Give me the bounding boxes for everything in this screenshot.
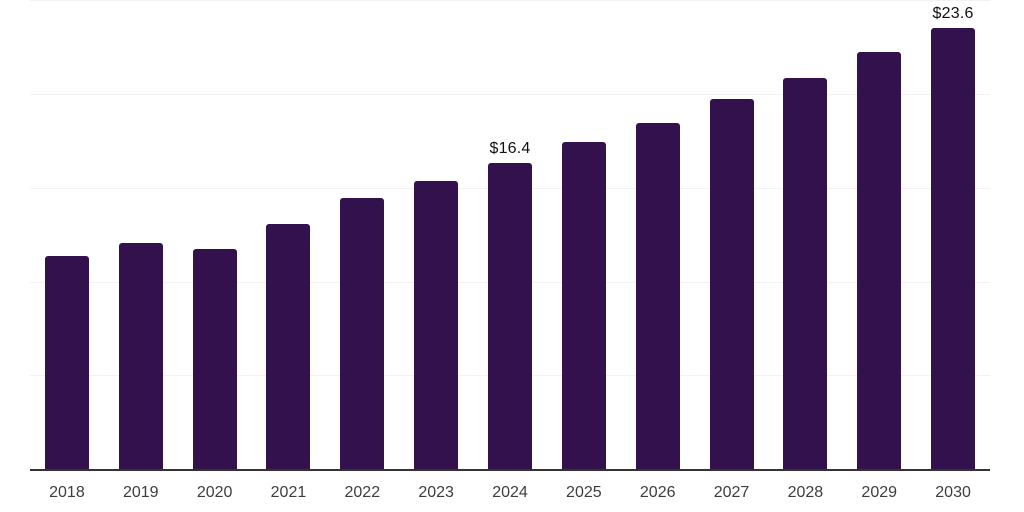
bar-value-label: $23.6	[932, 4, 974, 22]
bar	[340, 198, 385, 470]
x-tick-label: 2022	[344, 484, 381, 501]
plot-area: $16.4 $23.6	[30, 0, 990, 470]
bar	[266, 224, 311, 470]
bar	[118, 243, 163, 470]
x-tick-label: 2019	[122, 484, 159, 501]
bar	[561, 141, 606, 470]
x-tick-label: 2018	[49, 484, 85, 501]
bar	[783, 78, 828, 470]
bar	[488, 162, 532, 470]
x-tick-label: 2021	[270, 484, 307, 501]
bar	[635, 123, 680, 470]
x-tick-label: 2027	[713, 484, 750, 501]
x-tick-label: 2028	[787, 484, 824, 501]
x-tick-label: 2023	[418, 484, 454, 501]
bar	[44, 256, 89, 470]
x-tick-label: 2030	[935, 484, 971, 501]
x-tick-label: 2020	[196, 484, 233, 501]
bar	[414, 181, 459, 470]
gridline	[30, 0, 990, 2]
x-tick-label: 2029	[861, 484, 898, 501]
bar	[931, 27, 976, 470]
bar	[709, 98, 754, 470]
bar-value-label: $16.4	[489, 139, 531, 157]
gridline	[30, 94, 990, 96]
x-tick-label: 2026	[639, 484, 676, 501]
x-tick-label: 2025	[566, 484, 602, 501]
bar	[857, 51, 902, 470]
bar	[192, 248, 237, 470]
x-axis-line	[30, 469, 990, 471]
x-tick-label: 2024	[492, 484, 528, 501]
